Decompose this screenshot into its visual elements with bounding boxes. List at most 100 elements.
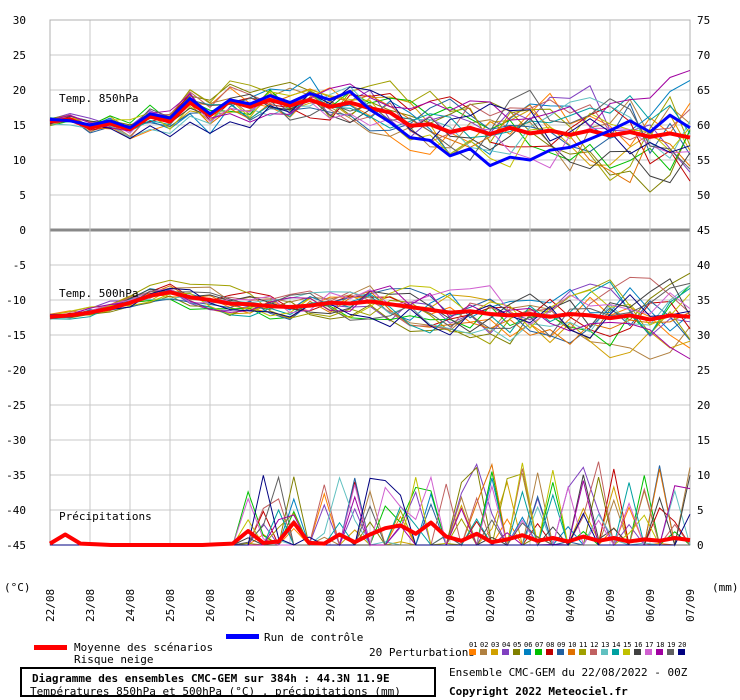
right-tick-label: 35 [697,294,710,307]
right-tick-label: 50 [697,189,710,202]
left-tick-label: 20 [13,84,26,97]
perturbation-swatch [546,649,553,655]
left-unit-label: (°C) [4,581,31,594]
x-tick-label: 28/08 [284,589,297,622]
chart-grid [49,19,691,546]
perturbation-number: 08 [546,641,555,649]
perturbation-number: 13 [601,641,610,649]
perturbation-line-t500 [49,285,691,329]
perturbation-line-t500 [49,285,691,325]
perturbation-swatch [480,649,487,655]
perturbation-number: 03 [491,641,500,649]
perturbation-number: 06 [524,641,533,649]
perturbation-number: 11 [579,641,588,649]
left-tick-label: -10 [6,294,26,307]
x-tick-label: 30/08 [364,589,377,622]
perturbation-number: 04 [502,641,511,649]
perturbation-number: 16 [634,641,643,649]
x-tick-label: 05/09 [604,589,617,622]
left-tick-label: 30 [13,14,26,27]
left-tick-label: -15 [6,329,26,342]
perturbation-swatch [579,649,586,655]
snow-legend-label: Risque neige [74,653,154,666]
perturbation-number: 07 [535,641,544,649]
perturbation-swatch [502,649,509,655]
left-tick-label: 10 [13,154,26,167]
perturbation-swatch [656,649,663,655]
right-tick-label: 45 [697,224,710,237]
mean-legend-swatch [34,645,67,650]
copyright: Copyright 2022 Meteociel.fr [449,685,628,698]
x-tick-label: 26/08 [204,589,217,622]
perturbation-line-t850 [49,89,691,170]
right-tick-label: 0 [697,539,704,552]
perturbation-swatch [634,649,641,655]
perturbation-swatch [590,649,597,655]
perturbation-number: 12 [590,641,599,649]
control-legend-label: Run de contrôle [264,631,364,644]
perturbation-swatch [557,649,564,655]
right-tick-label: 20 [697,399,710,412]
perturbation-number: 18 [656,641,665,649]
right-tick-label: 5 [697,504,704,517]
mean-line-precip [48,520,691,547]
perturbation-number: 01 [469,641,478,649]
x-tick-label: 25/08 [164,589,177,622]
perturbation-swatch [469,649,476,655]
panel-label-precip: Précipitations [59,510,152,523]
panel-label-t500: Temp. 500hPa [59,287,138,300]
x-tick-label: 24/08 [124,589,137,622]
mean-line-t500 [49,290,691,322]
perturbation-swatch [612,649,619,655]
perturbation-line-t850 [49,98,691,155]
chart-info-box: Diagramme des ensembles CMC-GEM sur 384h… [20,667,436,698]
perturbation-number: 02 [480,641,489,649]
perturbation-swatch [535,649,542,655]
perturbation-line-t500 [49,282,691,338]
right-tick-label: 70 [697,49,710,62]
left-tick-label: -30 [6,434,26,447]
right-tick-label: 15 [697,434,710,447]
x-tick-label: 01/09 [444,589,457,622]
perturbation-swatch [623,649,630,655]
x-tick-label: 06/09 [644,589,657,622]
left-tick-label: -35 [6,469,26,482]
chart-title: Diagramme des ensembles CMC-GEM sur 384h… [32,672,390,685]
left-tick-label: -45 [6,539,26,552]
perturbation-number: 17 [645,641,654,649]
right-tick-label: 25 [697,364,710,377]
x-tick-label: 03/09 [524,589,537,622]
perturbation-line-t850 [49,86,691,155]
control-line-t850 [49,89,691,168]
x-tick-label: 22/08 [44,589,57,622]
left-tick-label: -5 [13,259,26,272]
mean-legend-label: Moyenne des scénarios [74,641,214,654]
x-tick-label: 29/08 [324,589,337,622]
perturbation-swatch [667,649,674,655]
left-tick-label: 25 [13,49,26,62]
x-tick-label: 02/09 [484,589,497,622]
left-tick-label: 0 [19,224,26,237]
x-tick-label: 07/09 [684,589,697,622]
perturbation-swatch [678,649,685,655]
right-tick-label: 75 [697,14,710,27]
right-tick-label: 40 [697,259,710,272]
perturbation-swatch [524,649,531,655]
right-tick-label: 30 [697,329,710,342]
control-legend-swatch [226,634,259,639]
left-tick-label: -25 [6,399,26,412]
right-tick-label: 55 [697,154,710,167]
perturbation-swatch [491,649,498,655]
perturbation-number: 14 [612,641,621,649]
perturbation-line-t850 [49,91,691,139]
x-tick-label: 27/08 [244,589,257,622]
panel-label-t850: Temp. 850hPa [59,92,138,105]
left-tick-label: 15 [13,119,26,132]
perturbation-number: 19 [667,641,676,649]
right-unit-label: (mm) [712,581,739,594]
perturbation-line-t500 [49,288,691,339]
left-tick-label: -40 [6,504,26,517]
perturbation-number: 09 [557,641,566,649]
